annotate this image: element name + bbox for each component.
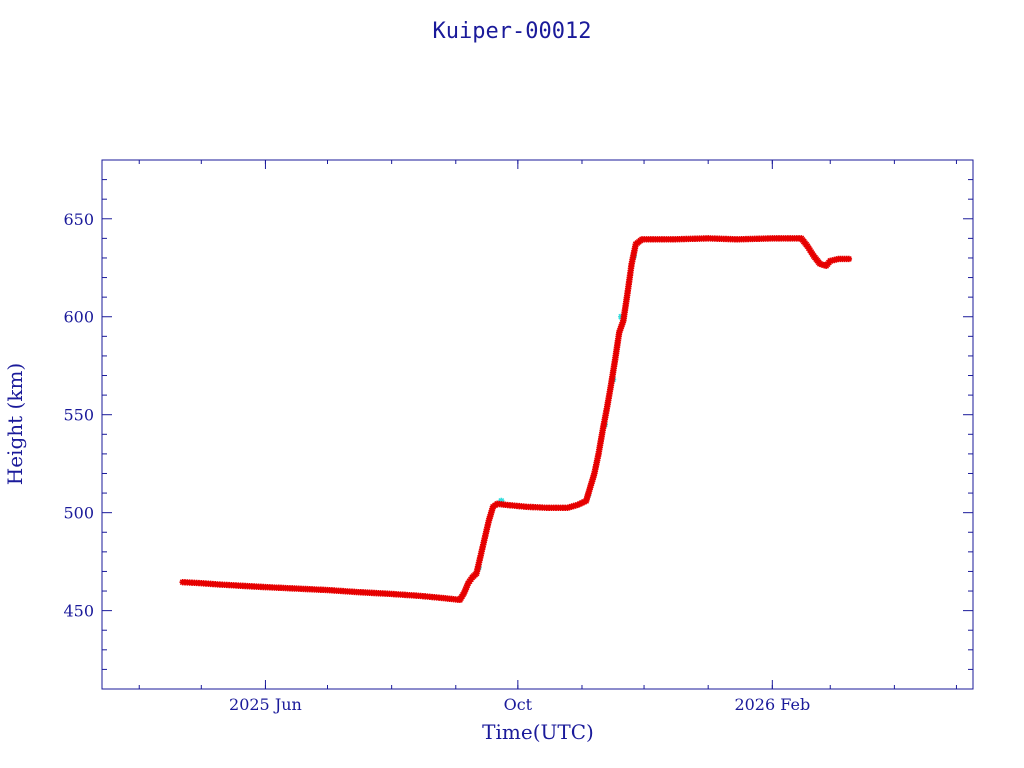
data-point [460,589,468,597]
y-tick-label: 650 [63,210,94,229]
chart-title: Kuiper-00012 [433,19,592,44]
y-tick-label: 600 [63,308,94,327]
data-point [464,581,471,589]
height-trace-line [182,237,849,601]
plot-frame [101,159,974,690]
data-point [463,583,470,591]
data-marks [179,235,853,604]
y-axis-label: Height (km) [3,363,27,485]
data-point [461,587,469,595]
x-axis-label: Time(UTC) [482,720,594,744]
plot-border [101,159,974,690]
data-point [462,585,469,593]
y-tick-label: 450 [63,602,94,621]
x-tick-label: 2025 Jun [229,695,302,714]
y-tick-label: 500 [63,504,94,523]
data-point-secondary [498,497,505,505]
x-tick-label: 2026 Feb [734,695,810,714]
y-axis: 450 500 550 600 650 [63,159,973,690]
x-tick-label: Oct [504,695,533,714]
data-point [845,255,853,263]
x-axis: 2025 Jun Oct 2026 Feb [138,160,957,714]
y-tick-label: 550 [63,406,94,425]
